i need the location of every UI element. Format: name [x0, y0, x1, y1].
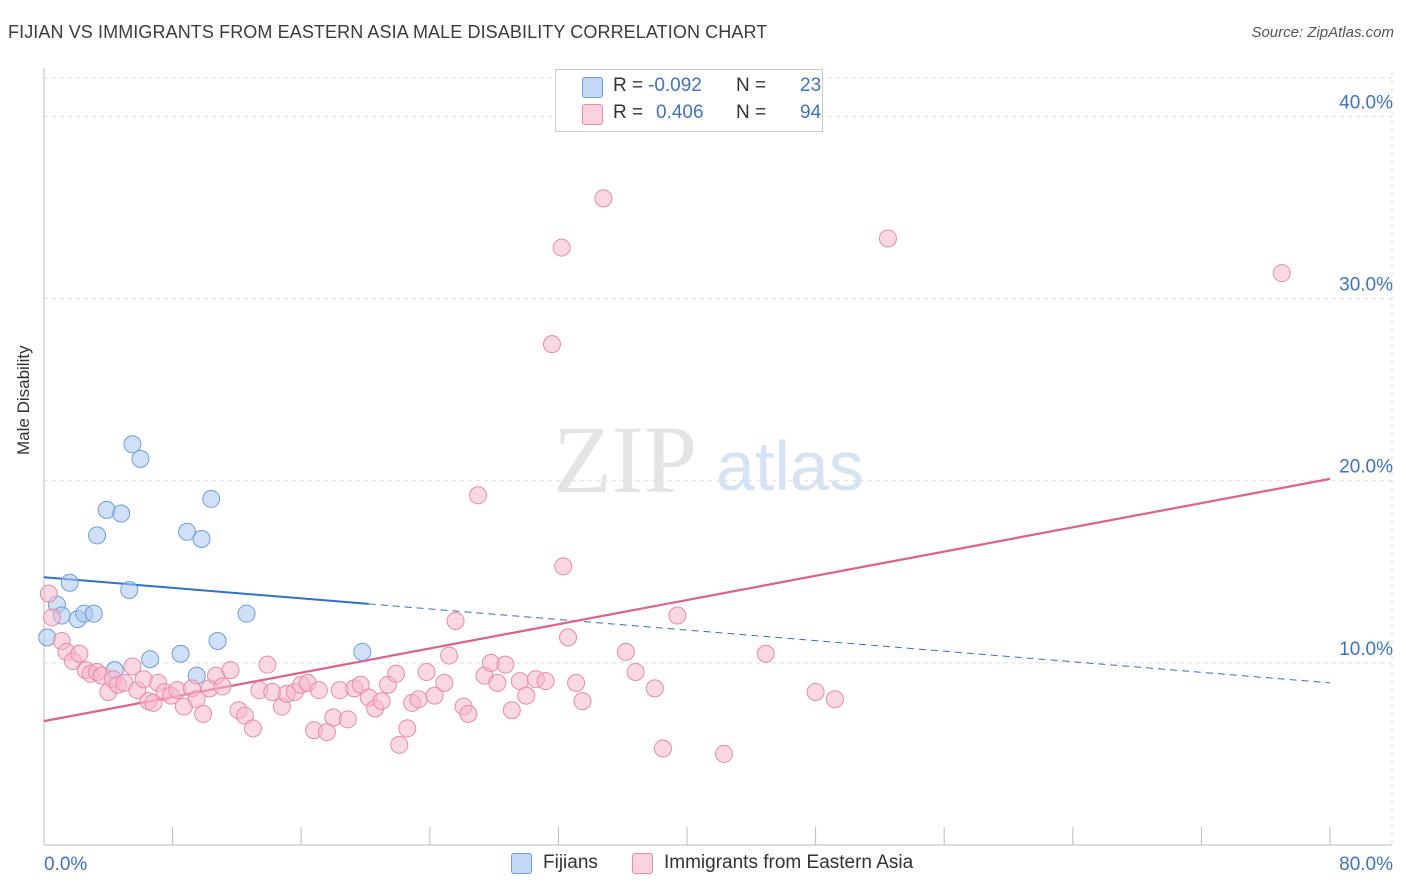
immigrants-point [756, 644, 775, 663]
fijians-point [112, 504, 131, 523]
legend-n-value: 23 [800, 75, 822, 96]
fijians-point [84, 604, 103, 623]
immigrants-point [488, 673, 507, 692]
fijians-point [120, 581, 139, 599]
immigrants-point [409, 690, 428, 709]
immigrants-point [43, 608, 62, 627]
bottom-legend-swatch-immigrants [632, 853, 653, 874]
fijians-point [353, 642, 372, 661]
fijians-trend-extension [368, 603, 1331, 684]
immigrants-point [567, 673, 586, 692]
immigrants-point [469, 486, 488, 505]
immigrants-point [517, 686, 536, 705]
legend-r-value: 0.406 [656, 102, 704, 123]
y-tick-label: 40.0% [1339, 92, 1393, 113]
x-tick-label: 80.0% [1339, 854, 1393, 875]
fijians-point [202, 489, 221, 508]
fijians-point [123, 435, 142, 454]
immigrants-point [390, 735, 409, 754]
immigrants-point [221, 661, 240, 680]
immigrants-point [542, 335, 561, 354]
immigrants-point [39, 584, 58, 603]
chart-title: FIJIAN VS IMMIGRANTS FROM EASTERN ASIA M… [8, 22, 768, 42]
immigrants-point [459, 704, 478, 723]
immigrants-point [552, 238, 571, 257]
source-label: Source: ZipAtlas.com [1251, 24, 1394, 41]
immigrants-point [536, 672, 555, 691]
legend-n-label: N = [736, 102, 767, 123]
fijians-point [171, 644, 190, 663]
watermark-atlas: atlas [716, 427, 864, 505]
bottom-legend-label-immigrants: Immigrants from Eastern Asia [664, 852, 914, 873]
trend-lines [43, 477, 1331, 723]
immigrants-point [559, 628, 578, 647]
watermark-zip: ZIP [553, 406, 697, 513]
immigrants-point [825, 690, 844, 709]
legend-n-label: N = [736, 75, 767, 96]
immigrants-point [258, 655, 277, 674]
immigrants-point [194, 704, 213, 723]
immigrants-point [573, 692, 592, 711]
x-tick-label: 0.0% [44, 854, 87, 875]
bottom-legend-swatch-fijians [511, 853, 532, 874]
immigrants-point [213, 677, 232, 696]
immigrants-point [144, 693, 163, 712]
immigrants-point [653, 739, 672, 758]
immigrants-point [806, 683, 825, 701]
immigrants-point [714, 744, 733, 763]
immigrants-point [446, 611, 465, 630]
y-tick-label: 10.0% [1339, 639, 1393, 660]
legend-swatch-immigrants [582, 104, 603, 125]
immigrants-point [387, 664, 406, 683]
y-tick-label: 30.0% [1339, 275, 1393, 296]
fijians-trend-line [43, 576, 369, 605]
immigrants-point [338, 710, 357, 729]
immigrants-point [1272, 264, 1291, 283]
y-axis-label: Male Disability [14, 345, 33, 455]
legend-swatch-fijians [582, 77, 603, 98]
immigrants-point [668, 606, 687, 625]
immigrants-point [645, 679, 664, 698]
fijians-point [237, 604, 256, 623]
y-tick-label: 20.0% [1339, 457, 1393, 478]
immigrants-point [440, 646, 459, 665]
fijians-point [60, 573, 79, 592]
immigrants-point [594, 189, 613, 208]
fijians-point [131, 449, 150, 468]
legend-r-value: -0.092 [648, 75, 702, 96]
bottom-legend-label-fijians: Fijians [543, 852, 598, 873]
tick-labels: 10.0% 20.0% 30.0% 40.0% 0.0% 80.0% [44, 92, 1393, 875]
immigrants-point [309, 681, 328, 700]
immigrants-point [496, 655, 515, 674]
immigrants-point [425, 686, 444, 705]
fijians-point [141, 650, 160, 669]
legend-r-label: R = [613, 102, 644, 123]
immigrants-point [554, 557, 573, 576]
correlation-legend: R = -0.092 N = 23 R = 0.406 N = 94 [555, 69, 823, 132]
axes [43, 68, 1392, 846]
immigrants-point [616, 642, 635, 661]
immigrants-point [243, 719, 262, 738]
fijians-point [208, 632, 227, 650]
legend-n-value: 94 [800, 102, 822, 123]
immigrants-point [372, 692, 391, 711]
immigrants-point [502, 701, 521, 720]
fijians-point [178, 522, 197, 541]
legend-r-label: R = [613, 75, 644, 96]
fijians-point [192, 530, 211, 548]
immigrants-point [123, 657, 142, 676]
immigrants-point [398, 719, 417, 738]
immigrants-point [626, 662, 645, 681]
immigrants-point [235, 706, 254, 725]
fijians-point [88, 526, 107, 545]
immigrants-trend-line [43, 477, 1331, 723]
immigrants-point [878, 229, 897, 248]
immigrants-point [417, 662, 436, 681]
immigrants-point [70, 644, 89, 663]
immigrants-point [435, 673, 454, 692]
immigrants-point [351, 675, 370, 694]
watermark: ZIP atlas [553, 406, 864, 513]
data-points [38, 189, 1291, 763]
